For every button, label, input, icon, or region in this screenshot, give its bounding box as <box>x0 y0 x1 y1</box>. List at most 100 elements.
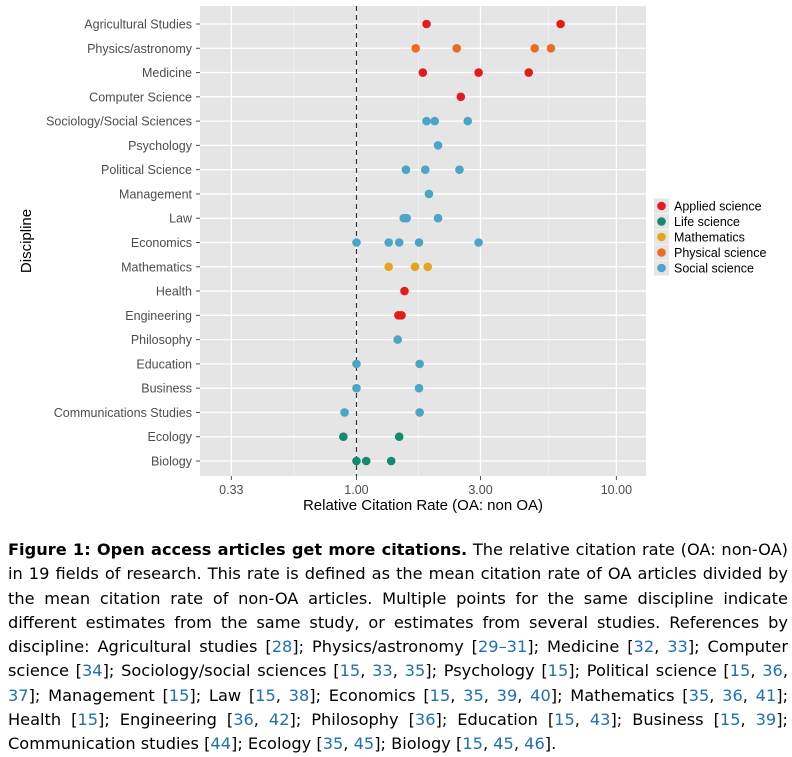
caption-text: , <box>360 661 373 681</box>
citation-link[interactable]: 36 <box>414 710 436 730</box>
citation-link[interactable]: 15 <box>168 685 190 705</box>
point-social-science <box>433 213 443 223</box>
point-life-science <box>361 456 371 466</box>
caption-text: , <box>742 685 756 705</box>
citation-link[interactable]: 45 <box>493 734 514 754</box>
caption-text: , <box>750 661 763 681</box>
caption-text: ]; Physics/astronomy [ <box>292 637 478 657</box>
legend-label-mathematics: Mathematics <box>674 231 745 245</box>
citation-link[interactable]: 41 <box>755 685 777 705</box>
legend-label-life-science: Life science <box>674 215 740 229</box>
y-tick-label-philosophy: Philosophy <box>131 333 193 347</box>
y-tick-label-business: Business <box>141 382 192 396</box>
citation-link[interactable]: 35 <box>322 734 344 754</box>
y-tick-label-medicine: Medicine <box>142 66 192 80</box>
y-tick-label-computer-science: Computer Science <box>89 90 192 104</box>
caption-text: ]. <box>544 734 557 754</box>
point-applied-science <box>400 286 409 296</box>
x-tick-label: 3.00 <box>468 483 492 497</box>
legend-key-physical-science <box>657 248 666 257</box>
figure-caption: Figure 1: Open access articles get more … <box>8 538 788 757</box>
caption-text: ]; Ecology [ <box>231 734 323 754</box>
x-axis-ticks: 0.33 1.00 3.00 10.00 <box>219 476 632 497</box>
caption-text: ]; Management [ <box>28 685 169 705</box>
y-tick-label-education: Education <box>136 357 192 371</box>
legend-key-mathematics <box>657 232 666 242</box>
citation-link[interactable]: 15 <box>554 710 575 730</box>
citation-link[interactable]: 39 <box>755 710 777 730</box>
citation-link[interactable]: 28 <box>271 637 293 657</box>
y-tick-label-management: Management <box>119 187 192 201</box>
citation-link[interactable]: 35 <box>463 685 484 705</box>
citation-link[interactable]: 40 <box>530 685 551 705</box>
citation-link[interactable]: 43 <box>589 710 611 730</box>
citation-link[interactable]: 15 <box>77 710 99 730</box>
citation-link[interactable]: 35 <box>688 685 710 705</box>
citation-link[interactable]: 33 <box>667 637 688 657</box>
point-social-science <box>415 408 424 417</box>
citation-link[interactable]: 34 <box>81 661 103 681</box>
citation-link[interactable]: 15 <box>729 661 751 681</box>
citation-link[interactable]: 33 <box>372 661 393 681</box>
caption-text: , <box>450 685 464 705</box>
citation-link[interactable]: 35 <box>404 661 426 681</box>
point-social-science <box>414 238 424 247</box>
point-life-science <box>394 432 404 442</box>
citation-link[interactable]: 46 <box>524 734 545 754</box>
caption-text: , <box>253 710 269 730</box>
x-tick-label: 1.00 <box>344 483 368 497</box>
citation-link[interactable]: 36 <box>762 661 783 681</box>
x-axis-title: Relative Citation Rate (OA: non OA) <box>303 497 543 514</box>
citation-link[interactable]: 15 <box>429 685 451 705</box>
caption-text: ]; Economics [ <box>309 685 430 705</box>
point-social-science <box>340 408 349 417</box>
citation-link[interactable]: 29–31 <box>477 637 528 657</box>
point-applied-science <box>397 311 406 320</box>
caption-text: ]; Education [ <box>435 710 555 730</box>
x-tick-label: 10.00 <box>601 483 632 497</box>
citation-link[interactable]: 38 <box>288 685 310 705</box>
y-tick-label-agricultural-studies: Agricultural Studies <box>84 18 192 32</box>
y-tick-label-psychology: Psychology <box>128 139 193 153</box>
legend-key-life-science <box>657 217 666 226</box>
caption-text: ]; Sociology/social sciences [ <box>102 661 340 681</box>
citation-link[interactable]: 15 <box>719 710 741 730</box>
legend-key-social-science <box>657 263 666 273</box>
caption-text: , <box>574 710 590 730</box>
caption-text: , <box>482 734 494 754</box>
citation-link[interactable]: 15 <box>547 661 569 681</box>
citation-link[interactable]: 39 <box>496 685 518 705</box>
point-social-science <box>352 359 361 369</box>
citation-link[interactable]: 44 <box>210 734 232 754</box>
citation-link[interactable]: 15 <box>462 734 483 754</box>
citation-link[interactable]: 37 <box>8 685 29 705</box>
caption-text: , <box>343 734 354 754</box>
y-tick-label-ecology: Ecology <box>148 430 193 444</box>
citation-link[interactable]: 45 <box>353 734 375 754</box>
y-tick-label-biology: Biology <box>151 455 193 469</box>
point-social-science <box>421 165 430 174</box>
citation-link[interactable]: 32 <box>633 637 655 657</box>
point-social-science <box>414 383 424 393</box>
caption-text: ]; Health [ <box>8 685 789 730</box>
caption-text: The relative citation rate (OA: non-OA) … <box>8 540 788 657</box>
caption-body: The relative citation rate (OA: non-OA) … <box>8 540 788 753</box>
point-physical-science <box>530 43 540 53</box>
caption-text: ]; Computer science [ <box>8 637 788 681</box>
point-social-science <box>463 116 473 126</box>
point-mathematics <box>384 262 393 272</box>
point-social-science <box>352 238 361 247</box>
x-tick-label: 0.33 <box>219 483 243 497</box>
y-tick-label-law: Law <box>169 212 193 226</box>
point-applied-science <box>524 68 534 77</box>
point-social-science <box>455 165 464 174</box>
y-tick-label-mathematics: Mathematics <box>121 260 192 274</box>
y-tick-label-health: Health <box>156 285 192 299</box>
citation-link[interactable]: 15 <box>255 685 276 705</box>
citation-link[interactable]: 42 <box>268 710 290 730</box>
citation-link[interactable]: 15 <box>339 661 361 681</box>
legend-key-applied-science <box>657 201 666 211</box>
point-social-science <box>433 141 443 150</box>
citation-link[interactable]: 36 <box>722 685 743 705</box>
citation-link[interactable]: 36 <box>233 710 254 730</box>
